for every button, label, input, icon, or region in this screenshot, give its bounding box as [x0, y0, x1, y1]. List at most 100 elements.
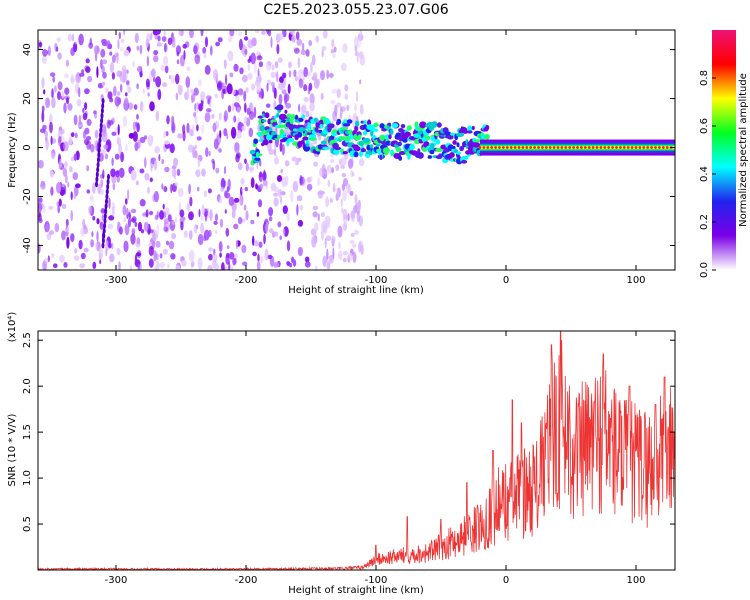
heatmap-cell [65, 59, 69, 67]
heatmap-cell [186, 87, 190, 98]
heatmap-cell [331, 89, 338, 94]
heatmap-cell [127, 189, 130, 201]
heatmap-cell [99, 122, 103, 129]
heatmap-cell [237, 88, 244, 96]
heatmap-cell [59, 129, 65, 135]
heatmap-cell [269, 228, 274, 234]
heatmap-cell [124, 223, 130, 236]
heatmap-cell [116, 91, 121, 96]
heatmap-cell [352, 172, 355, 177]
heatmap-cell [277, 57, 283, 63]
heatmap-cell [43, 89, 46, 95]
snr-x-label: Height of straight line (km) [288, 585, 424, 596]
heatmap-cell [324, 237, 327, 249]
heatmap-cell [326, 248, 329, 260]
heatmap-cell [346, 183, 352, 194]
heatmap-cell [287, 83, 291, 94]
heatmap-cell [227, 35, 233, 43]
heatmap-cell [109, 62, 115, 73]
heatmap-cell [298, 78, 304, 89]
heatmap-cell [292, 259, 297, 267]
heatmap-cell [322, 255, 327, 267]
colorbar-tick-label: 0.8 [699, 70, 710, 86]
heatmap-cell [290, 190, 294, 202]
heatmap-cell [200, 215, 204, 221]
heatmap-cell [258, 61, 263, 68]
heatmap-cell [203, 234, 207, 242]
heatmap-cell [347, 213, 350, 222]
heatmap-cell [137, 66, 142, 73]
heatmap-cell [129, 265, 133, 270]
heatmap-cell [235, 153, 240, 163]
heatmap-cell [128, 211, 131, 217]
heatmap-peak [607, 146, 611, 149]
heatmap-cell [201, 124, 205, 134]
heatmap-cell [161, 36, 167, 42]
heatmap-cell [41, 77, 45, 89]
heatmap-cell [456, 142, 460, 148]
heatmap-peak [661, 146, 665, 149]
heatmap-cell [237, 162, 243, 171]
heatmap-cell [130, 233, 136, 245]
heatmap-peak [482, 146, 486, 149]
heatmap-cell [331, 132, 338, 137]
heatmap-cell [359, 79, 362, 85]
heatmap-cell [45, 138, 49, 151]
heatmap-cell [208, 229, 212, 237]
heatmap-cell [223, 110, 229, 122]
heatmap-cell [358, 240, 364, 252]
heatmap-cell [142, 88, 145, 94]
heatmap-cell [208, 247, 214, 252]
heatmap-cell [90, 143, 95, 153]
heatmap-cell [370, 129, 374, 137]
x-tick-label: 100 [626, 575, 645, 586]
heatmap-cell [266, 251, 269, 258]
heatmap-cell [72, 172, 79, 181]
heatmap-cell [177, 187, 184, 197]
heatmap-cell [286, 261, 291, 266]
spectrogram-frame [37, 29, 676, 271]
heatmap-cell [315, 129, 319, 133]
heatmap-cell [312, 205, 319, 211]
snr-x-ticks: -300 -200 -100 0 100 [105, 331, 646, 586]
heatmap-cell [298, 117, 304, 123]
heatmap-cell [45, 97, 51, 108]
heatmap-cell [164, 140, 170, 145]
heatmap-cell [212, 122, 217, 133]
heatmap-cell [354, 125, 358, 132]
heatmap-cell [87, 75, 93, 83]
heatmap-cell [105, 198, 108, 205]
heatmap-cell [346, 104, 350, 112]
heatmap-cell [38, 197, 43, 204]
heatmap-cell [257, 199, 263, 208]
heatmap-cell [182, 43, 188, 49]
heatmap-cell [303, 66, 309, 78]
heatmap-cell [250, 219, 255, 225]
heatmap-cell [189, 196, 193, 207]
heatmap-cell [270, 36, 273, 48]
heatmap-cell [97, 156, 100, 163]
heatmap-cell [339, 136, 346, 141]
heatmap-cell [257, 68, 260, 78]
heatmap-cell [306, 183, 313, 191]
heatmap-cell [122, 204, 127, 216]
heatmap-cell [207, 264, 213, 270]
heatmap-cell [197, 233, 204, 246]
heatmap-cell [354, 103, 357, 112]
heatmap-peak [658, 146, 661, 149]
heatmap-cell [363, 119, 367, 126]
heatmap-cell [214, 213, 219, 222]
heatmap-cell [301, 42, 305, 51]
y-tick-label: 20 [22, 92, 33, 105]
heatmap-peak [498, 146, 501, 149]
x-tick-label: -100 [365, 575, 388, 586]
heatmap-cell [126, 84, 130, 90]
heatmap-cell [100, 107, 104, 114]
heatmap-cell [343, 123, 351, 127]
heatmap-cell [259, 124, 266, 132]
heatmap-cell [154, 160, 158, 171]
heatmap-cell [342, 151, 348, 155]
heatmap-cell [68, 136, 73, 146]
heatmap-cell [50, 186, 54, 196]
heatmap-cell [218, 197, 223, 204]
